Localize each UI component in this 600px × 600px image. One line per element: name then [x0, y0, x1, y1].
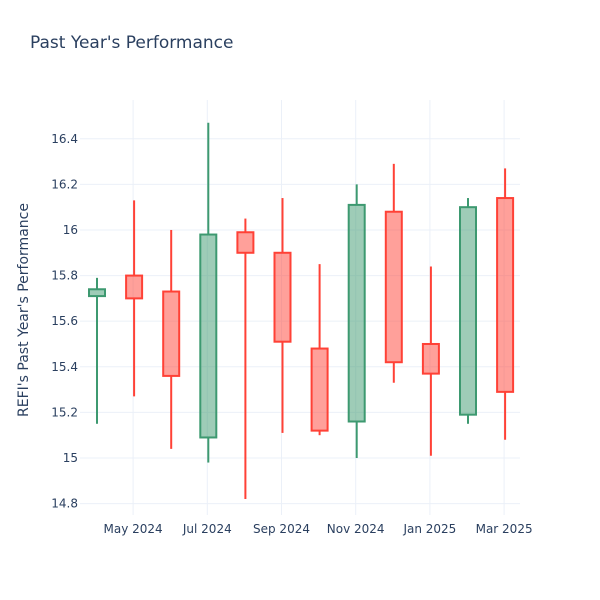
candle-body	[162, 290, 181, 377]
x-axis-ticks: May 2024 Jul 2024 Sep 2024 Nov 2024 Jan 2025…	[104, 522, 533, 536]
candle-body	[384, 210, 403, 364]
candle-body	[421, 342, 440, 375]
y-tick-label: 15.2	[51, 405, 78, 419]
candle	[496, 168, 515, 440]
y-axis-title: REFI's Past Year's Performance	[16, 203, 32, 417]
x-tick-label: Mar 2025	[476, 522, 533, 536]
y-tick-label: 16.2	[51, 177, 78, 191]
x-tick-label: Sep 2024	[253, 522, 310, 536]
candle-body	[125, 274, 144, 300]
x-tick-label: Jul 2024	[182, 522, 232, 536]
y-axis-ticks: 14.8 15 15.2 15.4 15.6 15.8 16 16.2 16.4	[51, 132, 78, 511]
candle	[125, 200, 144, 397]
candle-body	[347, 203, 366, 423]
candle-body	[459, 206, 477, 416]
candle-layer	[88, 122, 515, 500]
candle	[347, 184, 366, 458]
candle-body	[310, 347, 329, 432]
y-tick-label: 15.4	[51, 360, 78, 374]
candle-body	[199, 233, 218, 439]
candle	[421, 266, 440, 456]
candle	[162, 229, 181, 449]
y-tick-label: 15.8	[51, 269, 78, 283]
x-tick-label: May 2024	[104, 522, 163, 536]
candle	[384, 163, 403, 383]
y-tick-label: 16.4	[51, 132, 78, 146]
y-tick-label: 15.6	[51, 314, 78, 328]
y-tick-label: 14.8	[51, 497, 78, 511]
candle-body	[273, 251, 292, 343]
candle-body	[496, 197, 515, 393]
x-tick-label: Nov 2024	[327, 522, 385, 536]
candle	[310, 264, 329, 436]
candle	[88, 277, 106, 424]
y-tick-label: 16	[63, 223, 78, 237]
chart-title: Past Year's Performance	[30, 33, 234, 53]
candle	[273, 198, 292, 433]
candle	[236, 218, 255, 500]
candle	[459, 198, 477, 424]
x-tick-label: Jan 2025	[402, 522, 456, 536]
y-tick-label: 15	[63, 451, 78, 465]
candle	[199, 122, 218, 463]
grid-layer	[80, 100, 520, 515]
candle-body	[88, 288, 106, 298]
candle-body	[236, 231, 255, 254]
